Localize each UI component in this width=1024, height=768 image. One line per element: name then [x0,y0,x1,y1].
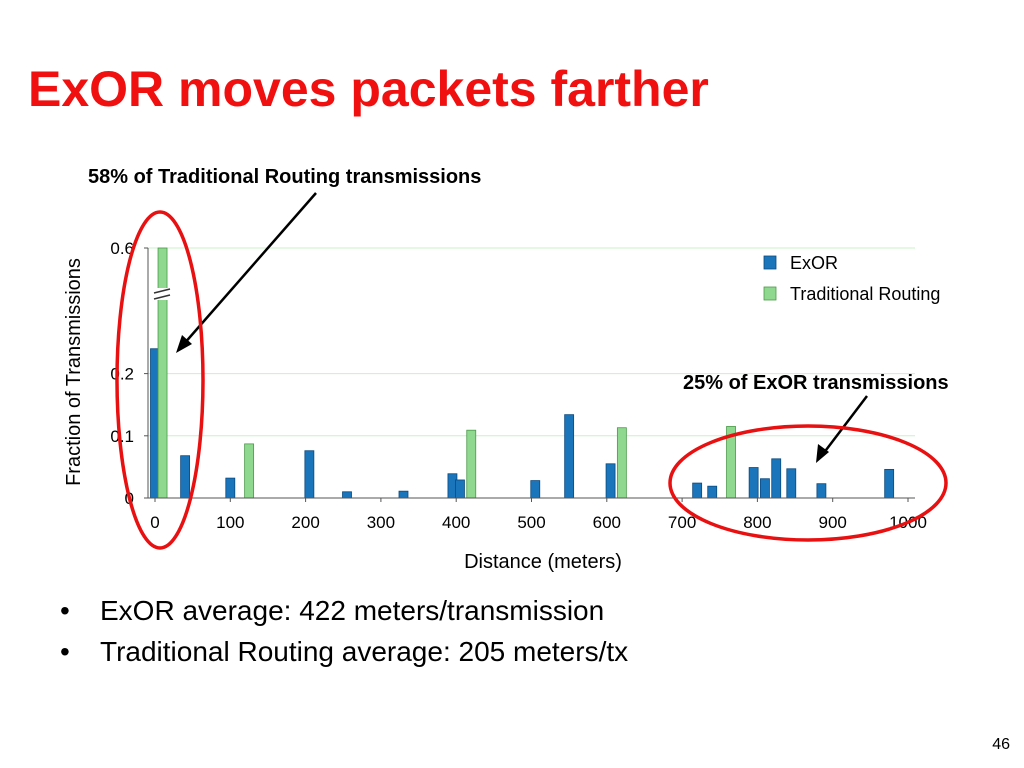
bar-exor [180,455,191,499]
legend-swatch-traditional [763,286,777,301]
annotation-arrow-traditional [182,192,317,346]
bar-exor [884,468,895,499]
x-tick-labels: 0 100 200 300 400 500 600 700 800 900 1000 [150,498,927,532]
axis-break-mark [150,288,171,300]
bar-exor [816,483,827,499]
legend-label-traditional: Traditional Routing [790,284,940,304]
bullet-list: ExOR average: 422 meters/transmission Tr… [60,590,628,672]
x-tick-label: 700 [668,513,696,532]
bar-exor [748,467,759,499]
annotation-arrow-exor [822,395,868,455]
legend: ExOR Traditional Routing [763,253,940,304]
x-tick-label: 800 [743,513,771,532]
annotation-arrowhead-exor [816,444,829,463]
bar-exor [342,491,352,499]
distance-histogram-chart: 00.10.20.6 0 100 200 300 400 500 600 700 800 900 1… [63,166,949,573]
bar-exor [760,478,770,499]
annotation-traditional-share: 58% of Traditional Routing transmissions [88,166,481,188]
annotation-exor-share: 25% of ExOR transmissions [683,372,949,394]
bullet-exor-average: ExOR average: 422 meters/transmission [60,590,628,631]
bar-traditional [157,247,168,499]
bar-exor [455,479,465,499]
bullet-traditional-average: Traditional Routing average: 205 meters/… [60,631,628,672]
bar-exor [771,458,782,499]
bar-traditional [244,443,255,499]
bar-exor [564,414,575,499]
x-tick-label: 300 [367,513,395,532]
annotation-arrowhead-traditional [176,335,192,353]
x-tick-label: 600 [593,513,621,532]
bar-exor [786,468,797,499]
bar-exor [692,482,703,499]
bar-exor [304,450,315,499]
bar-exor [605,463,616,499]
x-tick-label: 900 [819,513,847,532]
bar-traditional [616,427,627,499]
x-tick-label: 0 [150,513,159,532]
bar-exor [707,485,718,499]
y-tick-label: 0.2 [110,365,134,384]
bar-exor [530,480,541,499]
bar-traditional [466,429,477,499]
y-axis-label: Fraction of Transmissions [63,258,85,486]
legend-label-exor: ExOR [790,253,838,273]
highlight-ellipse-right [668,424,948,542]
bar-exor [225,477,236,499]
legend-swatch-exor [763,255,777,270]
y-tick-label: 0.6 [110,239,134,258]
y-tick-label: 0.1 [110,427,134,446]
slide-title: ExOR moves packets farther [28,61,709,117]
bar-exor [398,490,409,499]
highlight-ellipse-left [115,210,205,550]
gridlines [148,247,915,437]
x-axis-label: Distance (meters) [464,551,622,573]
x-tick-label: 100 [216,513,244,532]
x-tick-label: 400 [442,513,470,532]
x-tick-label: 200 [291,513,319,532]
x-tick-label: 500 [517,513,545,532]
page-number: 46 [992,736,1010,753]
